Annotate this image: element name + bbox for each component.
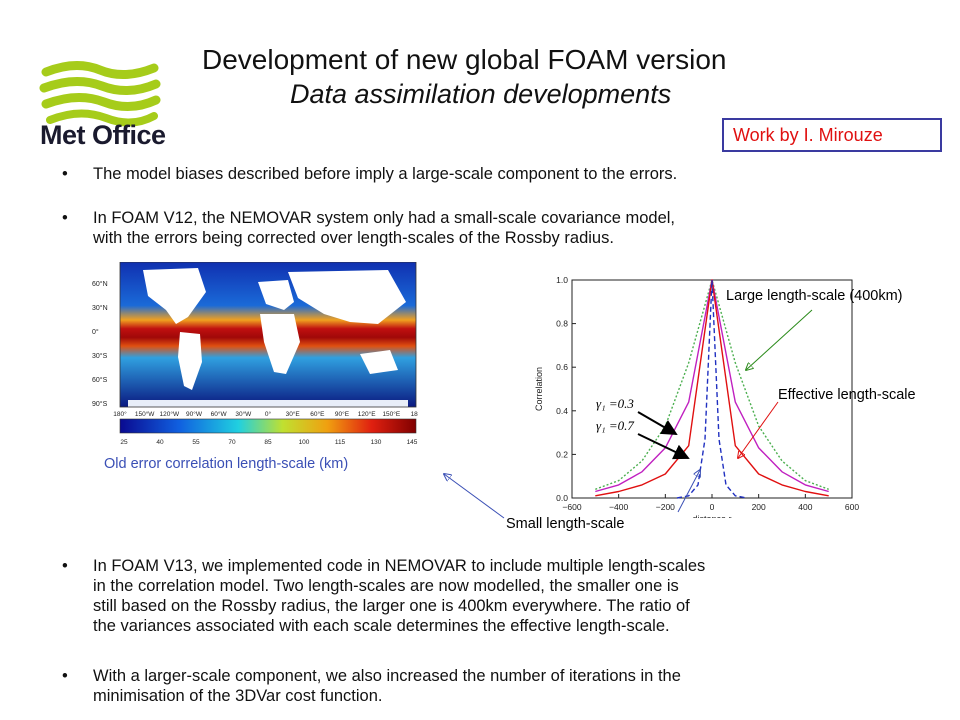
north-america [143, 268, 206, 324]
antarctica [128, 400, 408, 407]
colorbar-tick: 100 [299, 439, 310, 446]
x-tick-label: 400 [798, 502, 812, 512]
page-title: Development of new global FOAM version [202, 44, 727, 75]
x-tick-label: −200 [656, 502, 675, 512]
bullet-text-line: In FOAM V12, the NEMOVAR system only had… [93, 209, 675, 227]
colorbar [119, 418, 417, 434]
map-lon-tick: 60°E [310, 410, 325, 418]
colorbar-tick: 85 [264, 439, 272, 446]
map-lon-tick: 30°E [286, 410, 301, 418]
bullet-dot: • [62, 165, 68, 183]
x-tick-label: −600 [562, 502, 581, 512]
bullet-text-line: With a larger-scale component, we also i… [93, 667, 681, 685]
africa [260, 314, 300, 374]
map-caption: Old error correlation length-scale (km) [104, 456, 349, 472]
x-tick-label: 0 [710, 502, 715, 512]
small-scale-label: Small length-scale [506, 516, 625, 532]
bullet-dot: • [62, 667, 68, 685]
y-tick-label: 0.2 [556, 449, 568, 459]
correlation-length-map: 60°N 30°N 0° 30°S 60°S 90°S 180° 150°W 120°W 90°… [92, 262, 418, 446]
bullet-text-line: in the correlation model. Two length-sca… [93, 577, 679, 595]
map-lon-tick: 150°E [382, 410, 400, 418]
map-lon-tick: 60°W [211, 410, 228, 418]
australia [360, 350, 398, 374]
series-line-2 [595, 279, 829, 497]
y-axis-label: Correlation [534, 367, 544, 411]
gamma-03-label: γ₁ =0.3 [596, 396, 634, 411]
europe [258, 280, 294, 310]
map-lon-tick: 120°W [160, 410, 180, 418]
map-lon-tick: 180 [411, 411, 418, 418]
y-tick-label: 1.0 [556, 275, 568, 285]
bullet-text-line: the variances associated with each scale… [93, 617, 670, 635]
map-lat-tick: 60°S [92, 376, 108, 384]
map-lon-tick: 180° [113, 410, 127, 418]
map-lat-tick: 30°S [92, 352, 108, 360]
credit-box: Work by I. Mirouze [722, 118, 942, 152]
bullet-dot: • [62, 209, 68, 227]
page-subtitle: Data assimilation developments [290, 79, 672, 109]
map-lat-tick: 30°N [92, 304, 108, 312]
colorbar-tick: 130 [371, 439, 382, 446]
x-tick-label: 600 [845, 502, 859, 512]
map-lon-tick: 90°W [186, 410, 203, 418]
map-lon-tick: 150°W [135, 410, 155, 418]
bullet-text-line: minimisation of the 3DVar cost function. [93, 687, 383, 705]
map-lon-tick: 0° [265, 410, 272, 418]
colorbar-tick: 55 [192, 439, 200, 446]
met-office-logo [39, 61, 161, 127]
map-lon-tick: 90°E [335, 410, 350, 418]
map-lat-tick: 90°S [92, 400, 108, 408]
x-tick-label: 200 [752, 502, 766, 512]
bullet-dot: • [62, 557, 68, 575]
large-scale-label: Large length-scale (400km) [726, 288, 903, 304]
series-line-0 [595, 279, 829, 490]
bullet-text-line: with the errors being corrected over len… [93, 229, 614, 247]
map-lat-tick: 60°N [92, 280, 108, 288]
bullet-text: The model biases described before imply … [93, 165, 678, 183]
colorbar-tick: 40 [156, 439, 164, 446]
x-axis-label: distance r [692, 514, 731, 518]
map-caption-arrow [444, 474, 505, 519]
x-tick-label: −400 [609, 502, 628, 512]
colorbar-tick: 115 [335, 439, 346, 446]
y-tick-label: 0.4 [556, 406, 568, 416]
map-lon-tick: 120°E [358, 410, 376, 418]
y-tick-label: 0.6 [556, 362, 568, 372]
logo-wordmark: Met Office [40, 120, 166, 150]
effective-scale-label: Effective length-scale [778, 387, 916, 403]
colorbar-tick: 70 [228, 439, 236, 446]
colorbar-tick: 145 [407, 439, 418, 446]
gamma-07-label: γ₁ =0.7 [596, 418, 634, 433]
bullet-text-line: In FOAM V13, we implemented code in NEMO… [93, 557, 706, 575]
bullet-text-line: still based on the Rossby radius, the la… [93, 597, 690, 615]
colorbar-tick: 25 [120, 439, 128, 446]
map-lon-tick: 30°W [235, 410, 252, 418]
y-tick-label: 0.0 [556, 493, 568, 503]
asia [288, 270, 406, 324]
south-america [178, 332, 202, 390]
map-lat-tick: 0° [92, 328, 99, 336]
y-tick-label: 0.8 [556, 319, 568, 329]
